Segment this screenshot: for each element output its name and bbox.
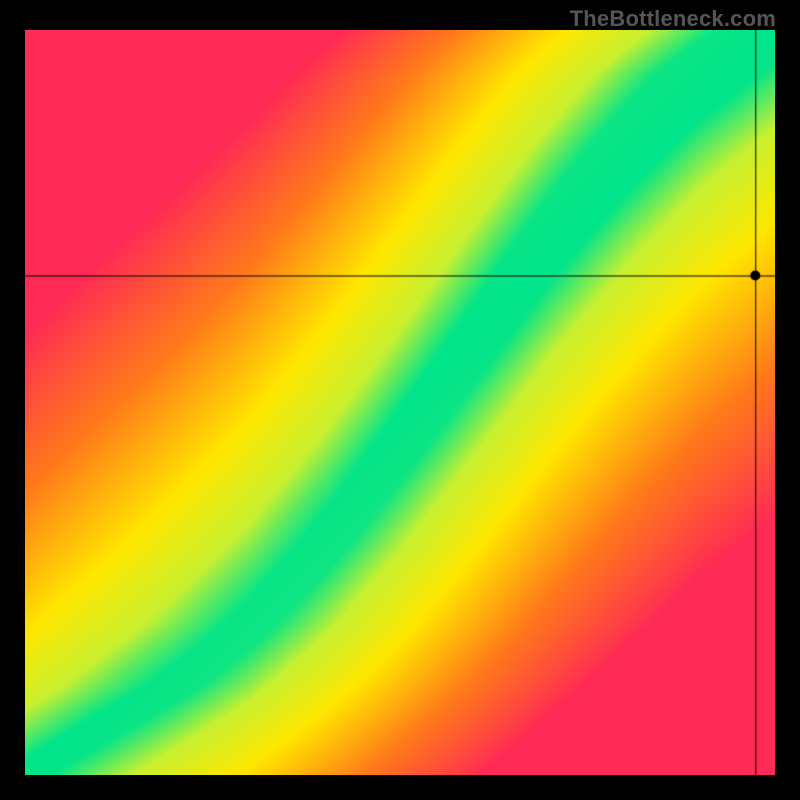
plot-area: [25, 30, 775, 775]
heatmap-canvas: [25, 30, 775, 775]
chart-container: TheBottleneck.com: [0, 0, 800, 800]
watermark-text: TheBottleneck.com: [570, 6, 776, 32]
